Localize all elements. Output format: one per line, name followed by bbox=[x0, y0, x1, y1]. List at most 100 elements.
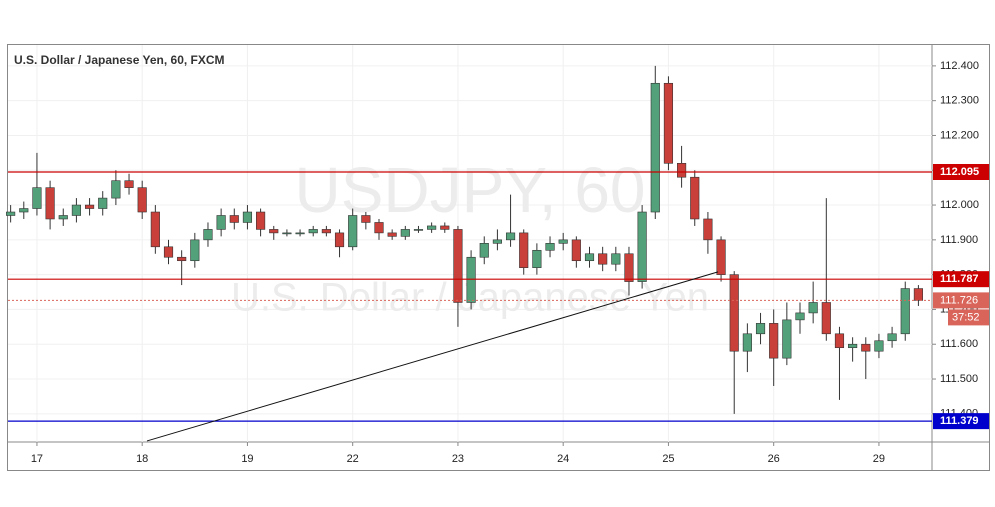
candle-body bbox=[453, 229, 463, 303]
candle-body bbox=[532, 249, 542, 268]
candle-body bbox=[361, 215, 371, 223]
candle-body bbox=[295, 232, 305, 235]
y-tick-label: 112.400 bbox=[940, 60, 979, 72]
candle-body bbox=[716, 239, 726, 275]
trendline bbox=[146, 271, 719, 442]
candle-body bbox=[769, 323, 779, 359]
candle-body bbox=[571, 239, 581, 262]
x-tick-label: 17 bbox=[31, 453, 43, 465]
candle-body bbox=[861, 343, 871, 352]
y-tick-label: 112.200 bbox=[940, 129, 979, 141]
candle-body bbox=[637, 211, 647, 282]
plot bbox=[6, 65, 932, 442]
countdown-label: 37:52 bbox=[952, 311, 980, 323]
candle-body bbox=[834, 333, 845, 349]
candle-body bbox=[58, 215, 68, 220]
candle-body bbox=[282, 232, 292, 235]
candle-body bbox=[663, 82, 674, 164]
candle-body bbox=[466, 256, 476, 303]
candle-body bbox=[84, 204, 95, 209]
x-tick-label: 18 bbox=[136, 453, 148, 465]
candle-body bbox=[624, 253, 634, 282]
y-tick-label: 112.300 bbox=[940, 95, 979, 107]
level-label-box bbox=[933, 271, 989, 288]
x-tick-label: 29 bbox=[873, 453, 885, 465]
candle-body bbox=[874, 340, 884, 352]
frame bbox=[7, 44, 990, 471]
chart-title: U.S. Dollar / Japanese Yen, 60, FXCM bbox=[14, 53, 225, 67]
y-tick-label: 112.000 bbox=[940, 199, 979, 211]
level-label: 112.095 bbox=[940, 166, 979, 178]
last-price-box bbox=[933, 292, 989, 309]
candle-body bbox=[492, 239, 502, 244]
candle-body bbox=[98, 197, 108, 209]
candle-body bbox=[400, 229, 410, 237]
candle-body bbox=[269, 229, 279, 234]
candle-body bbox=[256, 211, 266, 230]
countdown-box bbox=[948, 309, 989, 326]
candle-body bbox=[427, 225, 437, 230]
candle-body bbox=[190, 239, 200, 262]
candle-body bbox=[690, 176, 700, 220]
candle-body bbox=[755, 323, 766, 335]
candle-body bbox=[308, 229, 318, 234]
level-label-box bbox=[933, 413, 989, 430]
candle-body bbox=[598, 253, 608, 265]
candle-body bbox=[374, 222, 384, 234]
candle-body bbox=[703, 218, 713, 241]
candle-body bbox=[71, 204, 81, 216]
candle-body bbox=[887, 333, 897, 342]
x-tick-label: 19 bbox=[241, 453, 253, 465]
candle-body bbox=[913, 288, 923, 301]
candle-body bbox=[124, 180, 134, 188]
y-tick-label: 111.600 bbox=[940, 338, 978, 350]
candle-body bbox=[321, 229, 331, 234]
candle-body bbox=[677, 162, 687, 178]
candle-body bbox=[413, 229, 424, 231]
candle-body bbox=[558, 239, 568, 244]
candle-body bbox=[742, 333, 752, 352]
x-tick-label: 23 bbox=[452, 453, 464, 465]
candle-body bbox=[440, 225, 450, 230]
candle-body bbox=[229, 215, 239, 223]
x-tick-label: 25 bbox=[662, 453, 674, 465]
x-tick-label: 26 bbox=[768, 453, 780, 465]
candle-body bbox=[334, 232, 345, 248]
x-tick-label: 22 bbox=[347, 453, 359, 465]
candle-body bbox=[32, 187, 42, 209]
candle-body bbox=[848, 343, 858, 349]
x-tick-label: 24 bbox=[557, 453, 569, 465]
candle-body bbox=[242, 211, 253, 223]
candle-body bbox=[505, 232, 516, 241]
candle-body bbox=[611, 253, 621, 265]
candle-body bbox=[216, 215, 226, 230]
candle-body bbox=[795, 312, 805, 321]
watermark: USDJPY, 60 bbox=[295, 154, 646, 226]
candle-body bbox=[150, 211, 160, 248]
candle-body bbox=[203, 229, 213, 241]
candle-body bbox=[584, 253, 595, 262]
candle-body bbox=[177, 256, 187, 262]
candle-body bbox=[19, 208, 29, 213]
candle-body bbox=[519, 232, 529, 268]
candle-body bbox=[782, 319, 792, 359]
candle-body bbox=[808, 302, 818, 314]
level-label: 111.379 bbox=[940, 415, 979, 427]
candle-body bbox=[111, 180, 121, 199]
candle-body bbox=[348, 215, 358, 248]
candle-body bbox=[479, 243, 489, 258]
candle-body bbox=[900, 288, 910, 335]
candle-body bbox=[545, 243, 555, 251]
y-tick-label: 111.500 bbox=[940, 373, 978, 385]
level-label: 111.787 bbox=[940, 273, 979, 285]
candle-body bbox=[163, 246, 174, 258]
candle-body bbox=[821, 302, 831, 335]
candle-body bbox=[387, 232, 397, 237]
candle-body bbox=[729, 274, 739, 352]
candle-body bbox=[137, 187, 147, 213]
last-price-label: 111.726 bbox=[940, 294, 978, 306]
candle-body bbox=[45, 187, 55, 220]
candle-body bbox=[6, 211, 16, 216]
